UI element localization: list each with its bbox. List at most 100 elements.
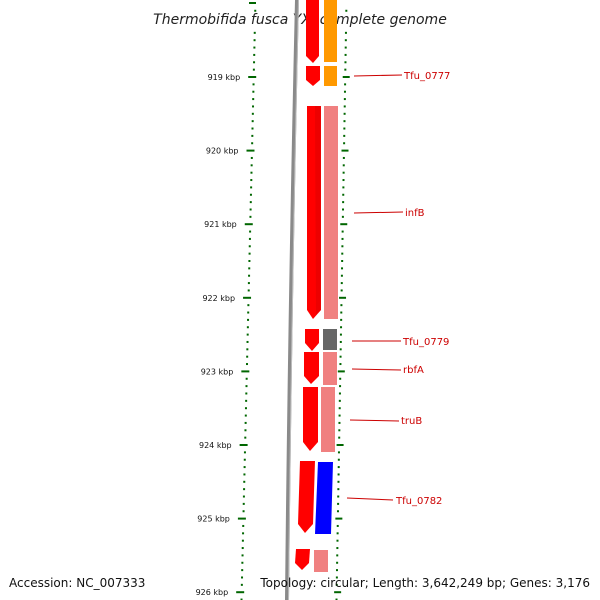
minor-tick — [251, 112, 254, 115]
scale-minor-ticks-right — [335, 9, 348, 600]
gene-box-upstream[interactable] — [324, 0, 337, 62]
minor-tick — [248, 274, 251, 277]
leader-line-tfu-0782 — [346, 497, 394, 501]
minor-tick-inner — [344, 68, 347, 71]
minor-tick-inner — [337, 473, 340, 476]
minor-tick-inner — [343, 120, 346, 123]
minor-tick — [241, 539, 244, 542]
gene-arrow-tfu-0782[interactable] — [298, 461, 315, 533]
gene-label-tfu-0777[interactable]: Tfu_0777 — [403, 71, 450, 82]
gene-label-tfu-0779[interactable]: Tfu_0779 — [402, 337, 449, 348]
minor-tick-inner — [340, 304, 343, 307]
genome-backbone-highlight — [288, 0, 299, 600]
minor-tick-inner — [336, 554, 339, 557]
gene-box-tfu-0782[interactable] — [315, 462, 333, 534]
gene-arrow-tfu-0777[interactable] — [306, 66, 320, 86]
minor-tick — [249, 193, 252, 196]
minor-tick-inner — [343, 112, 346, 115]
minor-tick — [252, 90, 255, 93]
minor-tick — [244, 429, 247, 432]
major-tick-label: 923 kbp — [201, 367, 234, 376]
minor-tick-inner — [338, 421, 341, 424]
minor-tick-inner — [340, 311, 343, 314]
minor-tick-inner — [335, 583, 338, 586]
minor-tick — [246, 326, 249, 329]
minor-tick — [250, 156, 253, 159]
gene-labels: Tfu_0777 infB Tfu_0779 rbfA truB Tfu_078… — [346, 71, 450, 507]
minor-tick-inner — [342, 208, 345, 211]
major-tick-label: 925 kbp — [197, 515, 230, 524]
gene-label-rbfA[interactable]: rbfA — [403, 365, 424, 376]
gene-label-tfu-0782[interactable]: Tfu_0782 — [395, 496, 442, 507]
gene-box-rbfA[interactable] — [323, 352, 337, 385]
genome-backbone — [285, 0, 299, 600]
gene-label-truB[interactable]: truB — [401, 416, 422, 427]
minor-tick-inner — [341, 215, 344, 218]
minor-tick — [245, 392, 248, 395]
minor-tick — [253, 39, 256, 42]
accession-text: Accession: NC_007333 — [9, 576, 145, 590]
gene-arrow-truB[interactable] — [303, 387, 318, 451]
major-tick-label: 921 kbp — [204, 220, 237, 229]
minor-tick — [248, 267, 251, 270]
minor-tick-inner — [343, 98, 346, 101]
minor-tick-inner — [341, 245, 344, 248]
minor-tick — [249, 230, 252, 233]
gene-arrow-infB[interactable] — [307, 106, 321, 319]
gene-box-tfu-0779[interactable] — [323, 329, 337, 350]
minor-tick — [242, 502, 245, 505]
minor-tick-inner — [341, 252, 344, 255]
gene-arrow-rbfA[interactable] — [304, 352, 319, 384]
minor-tick-inner — [337, 488, 340, 491]
minor-tick — [252, 68, 255, 71]
minor-tick-inner — [337, 502, 340, 505]
minor-tick — [243, 451, 246, 454]
scale-minor-ticks-left — [240, 9, 257, 600]
minor-tick — [245, 399, 248, 402]
gene-box-infB[interactable] — [324, 106, 338, 319]
minor-tick — [247, 289, 250, 292]
minor-tick-inner — [344, 61, 347, 64]
gene-arrow-tfu-0779[interactable] — [305, 329, 319, 351]
major-tick-label: 926 kbp — [196, 588, 229, 597]
minor-tick — [250, 179, 253, 182]
leader-line-truB — [349, 419, 400, 422]
gene-box-tfu-0777[interactable] — [324, 66, 337, 86]
minor-tick-inner — [342, 201, 345, 204]
minor-tick — [253, 61, 256, 64]
minor-tick-inner — [342, 186, 345, 189]
minor-tick-inner — [340, 282, 343, 285]
gene-box-downstream[interactable] — [314, 550, 328, 572]
minor-tick — [243, 466, 246, 469]
minor-tick-inner — [343, 90, 346, 93]
minor-tick-inner — [339, 355, 342, 358]
minor-tick — [246, 333, 249, 336]
minor-tick-inner — [341, 267, 344, 270]
minor-tick — [248, 260, 251, 262]
minor-tick-inner — [336, 539, 339, 542]
minor-tick-inner — [338, 436, 341, 439]
minor-tick — [250, 164, 253, 167]
gene-arrow-downstream[interactable] — [295, 549, 310, 570]
minor-tick — [244, 407, 247, 410]
minor-tick — [249, 201, 252, 204]
minor-tick-inner — [339, 363, 342, 366]
minor-tick-inner — [343, 127, 346, 130]
gene-arrow-upstream[interactable] — [306, 0, 319, 63]
gene-box-truB[interactable] — [321, 387, 335, 452]
minor-tick — [246, 348, 249, 351]
minor-tick — [246, 363, 249, 366]
minor-tick-inner — [339, 385, 342, 388]
minor-tick-inner — [335, 569, 338, 572]
minor-tick-inner — [337, 480, 340, 483]
minor-tick — [251, 120, 254, 123]
minor-tick-inner — [337, 466, 340, 469]
gene-track — [295, 0, 338, 572]
minor-tick — [247, 311, 250, 314]
gene-label-infB[interactable]: infB — [405, 208, 425, 219]
minor-tick-inner — [344, 53, 347, 56]
minor-tick-inner — [343, 105, 346, 108]
minor-tick — [252, 105, 255, 108]
minor-tick-inner — [339, 377, 342, 380]
